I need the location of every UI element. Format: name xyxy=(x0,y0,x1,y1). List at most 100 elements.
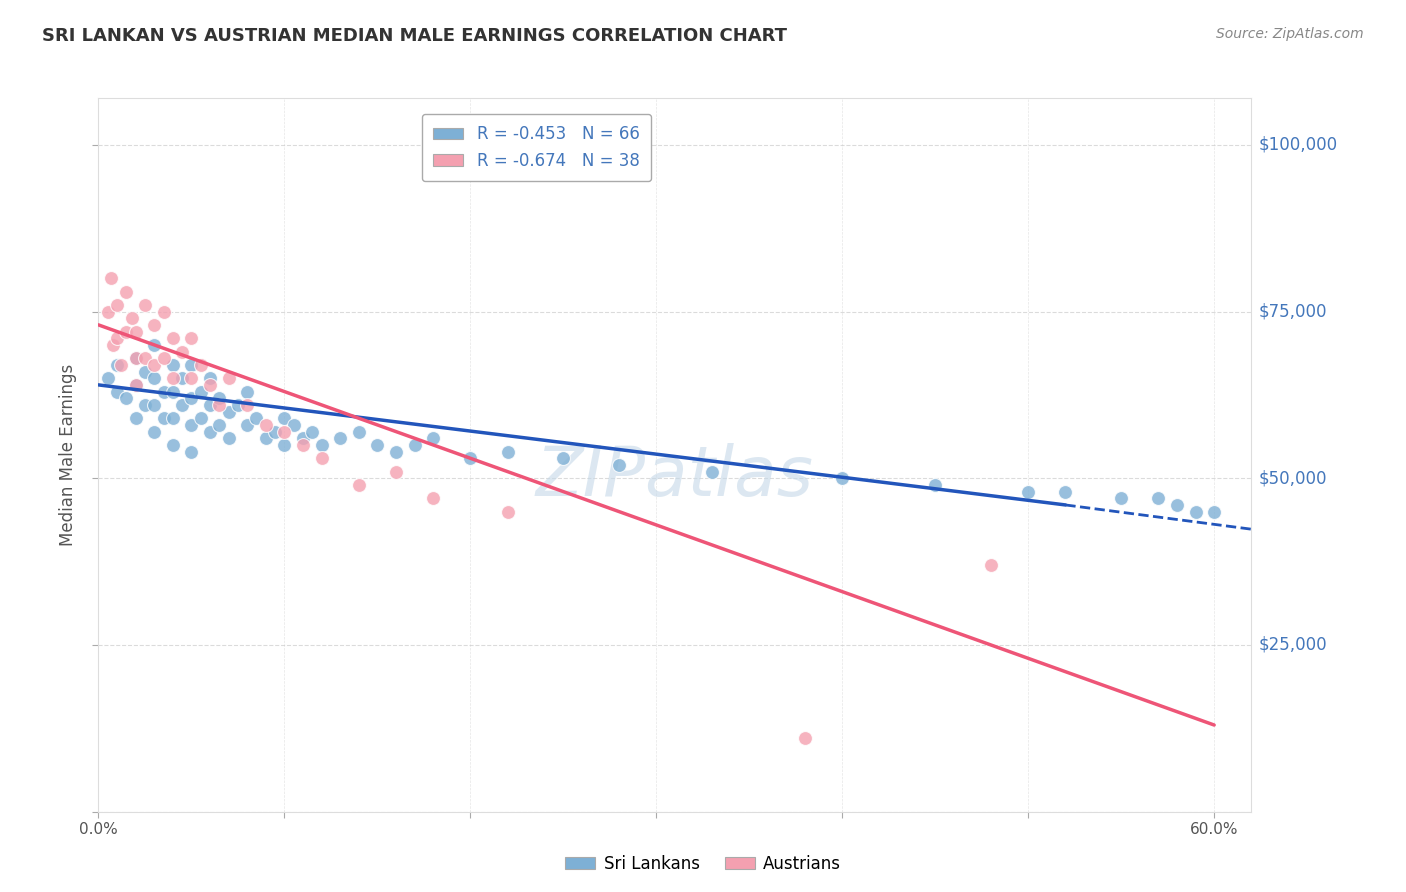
Point xyxy=(180,371,202,385)
Point xyxy=(794,731,817,746)
Point xyxy=(329,431,352,445)
Point xyxy=(283,417,305,432)
Point xyxy=(162,384,184,399)
Legend: Sri Lankans, Austrians: Sri Lankans, Austrians xyxy=(558,848,848,880)
Point xyxy=(190,384,212,399)
Point xyxy=(385,465,408,479)
Point xyxy=(311,438,333,452)
Point xyxy=(218,431,240,445)
Text: SRI LANKAN VS AUSTRIAN MEDIAN MALE EARNINGS CORRELATION CHART: SRI LANKAN VS AUSTRIAN MEDIAN MALE EARNI… xyxy=(42,27,787,45)
Point xyxy=(347,478,370,492)
Point xyxy=(1054,484,1077,499)
Point xyxy=(1109,491,1132,506)
Point xyxy=(124,351,146,366)
Point xyxy=(124,411,146,425)
Point xyxy=(245,411,267,425)
Point xyxy=(607,458,630,472)
Text: $75,000: $75,000 xyxy=(1258,302,1327,320)
Point xyxy=(291,438,314,452)
Point xyxy=(172,371,194,385)
Point xyxy=(198,377,221,392)
Point xyxy=(190,411,212,425)
Point xyxy=(105,331,128,345)
Point xyxy=(143,338,166,352)
Point xyxy=(236,384,259,399)
Point xyxy=(110,358,132,372)
Point xyxy=(121,311,143,326)
Point xyxy=(208,398,231,412)
Point xyxy=(254,417,277,432)
Point xyxy=(172,344,194,359)
Point xyxy=(366,438,388,452)
Point xyxy=(115,391,138,405)
Point xyxy=(264,425,287,439)
Point xyxy=(103,338,125,352)
Point xyxy=(831,471,853,485)
Point xyxy=(143,371,166,385)
Point xyxy=(1204,505,1226,519)
Point xyxy=(347,425,370,439)
Point xyxy=(180,358,202,372)
Point xyxy=(198,398,221,412)
Point xyxy=(198,371,221,385)
Point xyxy=(980,558,1002,572)
Point xyxy=(124,351,146,366)
Point xyxy=(124,325,146,339)
Point xyxy=(422,491,444,506)
Point xyxy=(236,417,259,432)
Point xyxy=(162,371,184,385)
Point xyxy=(162,331,184,345)
Point xyxy=(180,391,202,405)
Point xyxy=(924,478,946,492)
Point xyxy=(198,425,221,439)
Point xyxy=(273,425,295,439)
Point xyxy=(291,431,314,445)
Point xyxy=(162,411,184,425)
Point xyxy=(460,451,482,466)
Point xyxy=(208,417,231,432)
Point xyxy=(134,351,156,366)
Point xyxy=(97,371,120,385)
Point xyxy=(152,304,174,318)
Point xyxy=(143,358,166,372)
Point xyxy=(124,377,146,392)
Point xyxy=(208,391,231,405)
Point xyxy=(115,285,138,299)
Point xyxy=(553,451,575,466)
Point xyxy=(180,444,202,458)
Point xyxy=(143,398,166,412)
Text: $25,000: $25,000 xyxy=(1258,636,1327,654)
Point xyxy=(115,325,138,339)
Text: Source: ZipAtlas.com: Source: ZipAtlas.com xyxy=(1216,27,1364,41)
Point xyxy=(97,304,120,318)
Point xyxy=(180,417,202,432)
Text: ZIPatlas: ZIPatlas xyxy=(536,442,814,510)
Point xyxy=(254,431,277,445)
Point xyxy=(226,398,249,412)
Point xyxy=(190,358,212,372)
Legend: R = -0.453   N = 66, R = -0.674   N = 38: R = -0.453 N = 66, R = -0.674 N = 38 xyxy=(422,113,651,181)
Point xyxy=(152,411,174,425)
Point xyxy=(218,404,240,418)
Point xyxy=(1166,498,1188,512)
Point xyxy=(1184,505,1206,519)
Point xyxy=(385,444,408,458)
Point xyxy=(152,384,174,399)
Point xyxy=(404,438,426,452)
Point xyxy=(700,465,723,479)
Point xyxy=(311,451,333,466)
Point xyxy=(236,398,259,412)
Point xyxy=(180,331,202,345)
Point xyxy=(100,271,122,285)
Point xyxy=(105,358,128,372)
Point xyxy=(152,351,174,366)
Point xyxy=(134,398,156,412)
Point xyxy=(301,425,323,439)
Point xyxy=(105,298,128,312)
Point xyxy=(496,444,519,458)
Point xyxy=(496,505,519,519)
Point xyxy=(134,298,156,312)
Point xyxy=(105,384,128,399)
Point xyxy=(1017,484,1039,499)
Point xyxy=(134,365,156,379)
